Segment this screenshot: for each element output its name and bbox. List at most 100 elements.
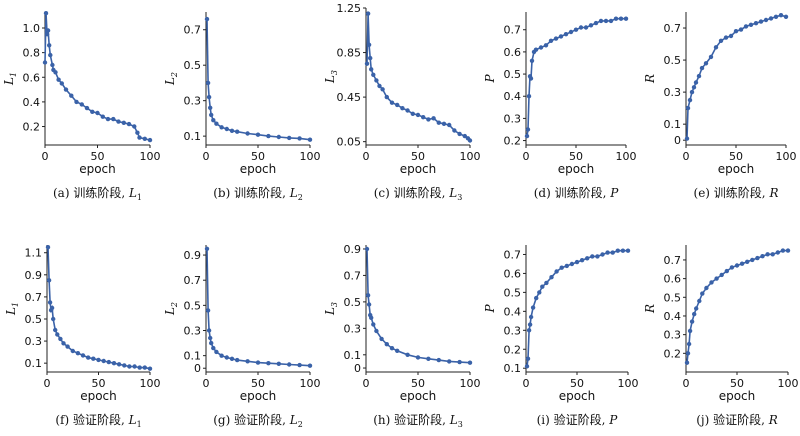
data-point [58, 336, 63, 342]
data-point [121, 120, 127, 126]
reference-line [366, 13, 471, 141]
data-point [45, 245, 51, 250]
caption-subscript: 1 [137, 193, 142, 202]
caption-text: (f) 验证阶段, [55, 412, 128, 427]
x-tick-label: 0 [44, 377, 51, 390]
data-point [209, 340, 214, 346]
data-point [524, 364, 530, 369]
caption-subscript: 1 [137, 420, 142, 429]
data-point [452, 128, 457, 133]
data-point [61, 341, 66, 346]
data-point [685, 351, 691, 356]
data-point [743, 24, 749, 29]
x-tick-label: 50 [411, 150, 425, 163]
data-point [605, 250, 610, 255]
data-point [65, 344, 70, 349]
data-point [685, 105, 691, 111]
data-point [758, 19, 764, 24]
x-tick-label: 50 [729, 150, 743, 163]
data-point [745, 259, 750, 264]
data-point [763, 17, 769, 23]
y-tick-label: 0.4 [504, 90, 522, 103]
y-tick-label: 1.1 [25, 247, 43, 260]
data-point [593, 20, 599, 26]
panel-caption: (g) 验证阶段, L2 [213, 412, 303, 429]
y-tick-label: 0.1 [664, 118, 682, 131]
x-tick-label: 0 [523, 377, 530, 390]
data-point [255, 132, 261, 137]
y-axis-label: L3 [323, 70, 339, 84]
y-tick-label: 0.1 [184, 350, 202, 363]
data-point [525, 127, 531, 132]
y-tick-label: 0.3 [184, 95, 202, 108]
data-point [75, 351, 81, 356]
data-point [266, 133, 271, 139]
data-point [205, 308, 211, 313]
data-point [598, 18, 604, 24]
caption-text: (a) 训练阶段, [53, 185, 129, 200]
data-point [583, 25, 589, 30]
x-axis-label: epoch [240, 162, 277, 176]
data-point [369, 315, 374, 320]
data-point [235, 357, 240, 363]
caption-text: (b) 训练阶段, [213, 185, 290, 200]
data-point [785, 248, 791, 253]
data-point [400, 106, 405, 111]
y-axis-label: R [643, 304, 657, 314]
x-tick-label: 50 [251, 377, 265, 390]
y-tick-label: 0.2 [504, 135, 522, 148]
data-point [245, 131, 250, 136]
data-point [689, 319, 695, 324]
data-point [723, 35, 729, 40]
y-axis-label-subscript: 1 [11, 302, 20, 307]
data-point [533, 47, 539, 52]
data-point [724, 268, 729, 274]
data-point [276, 361, 281, 366]
data-point [395, 102, 400, 108]
data-point [529, 58, 535, 63]
data-point [229, 128, 235, 133]
data-point [467, 360, 473, 365]
data-point [208, 105, 213, 111]
y-tick-label: 0.7 [504, 248, 522, 261]
caption-text: (h) 验证阶段, [373, 412, 450, 427]
data-point [70, 348, 76, 354]
y-axis-label: P [483, 304, 497, 314]
data-point [410, 111, 415, 117]
data-point [53, 70, 58, 75]
data-point [111, 361, 117, 366]
caption-text: (c) 训练阶段, [374, 185, 450, 200]
data-point [534, 295, 539, 301]
data-point [405, 108, 410, 113]
y-tick-label: 0.9 [344, 243, 362, 256]
y-axis-label: L1 [2, 72, 18, 86]
data-point [63, 87, 69, 92]
data-point [142, 365, 147, 370]
data-point [96, 357, 101, 363]
panel-caption: (j) 验证阶段, R [696, 412, 778, 427]
x-axis-label: epoch [718, 162, 755, 176]
data-point [111, 116, 116, 122]
data-point [42, 60, 48, 65]
data-point [219, 353, 224, 358]
y-tick-label: 0.7 [184, 24, 202, 37]
data-point [618, 16, 624, 21]
x-tick-label: 100 [300, 377, 321, 390]
series-line [526, 17, 626, 137]
data-point [574, 259, 580, 265]
caption-text: (g) 验证阶段, [213, 412, 290, 427]
y-tick-label: 0 [674, 134, 681, 147]
x-axis-label: epoch [559, 389, 596, 403]
data-point [563, 32, 569, 37]
y-tick-label: 0.3 [25, 335, 43, 348]
x-tick-label: 50 [92, 377, 106, 390]
data-point [770, 252, 775, 257]
data-point [374, 328, 379, 334]
y-tick-label: 0.4 [504, 305, 522, 318]
data-point [578, 25, 584, 30]
y-tick-label: 0.5 [25, 313, 43, 326]
y-tick-label: 0.85 [337, 47, 362, 60]
